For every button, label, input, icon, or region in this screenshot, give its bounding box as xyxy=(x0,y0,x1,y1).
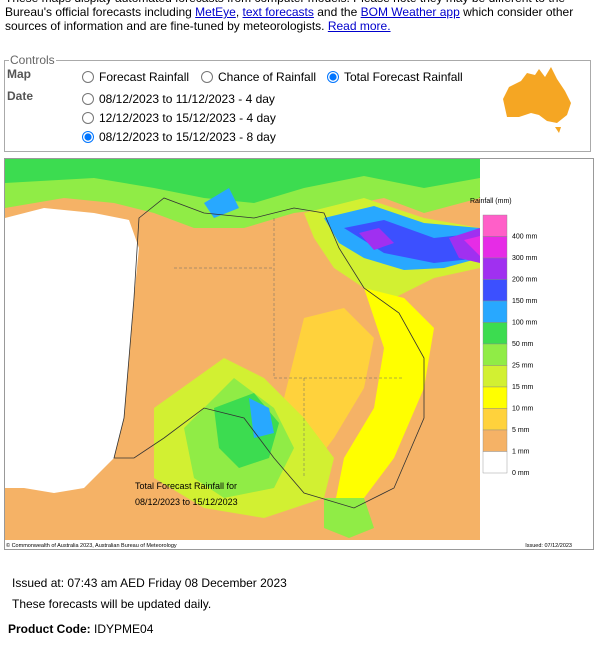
date-option[interactable]: 08/12/2023 to 11/12/2023 - 4 day xyxy=(82,92,275,106)
legend-label: 200 mm xyxy=(512,277,537,284)
rainfall-map: Rainfall (mm) Total Forecast Rainfall fo… xyxy=(4,158,594,550)
radio[interactable] xyxy=(201,71,213,83)
intro-link[interactable]: text forecasts xyxy=(242,5,314,19)
intro-link[interactable]: BOM Weather app xyxy=(360,5,460,19)
legend-swatch xyxy=(482,386,508,409)
legend-label: 10 mm xyxy=(512,406,534,413)
controls-legend: Controls xyxy=(9,53,56,67)
legend-label: 0 mm xyxy=(512,470,530,477)
map-image xyxy=(5,159,480,540)
legend-swatch xyxy=(482,429,508,452)
legend-label: 150 mm xyxy=(512,298,537,305)
issued-text: Issued at: 07:43 am AED Friday 08 Decemb… xyxy=(12,576,287,590)
australia-icon xyxy=(503,67,571,133)
legend-title: Rainfall (mm) xyxy=(470,198,512,205)
option-label: Total Forecast Rainfall xyxy=(344,70,463,84)
map-option[interactable]: Chance of Rainfall xyxy=(201,70,316,84)
radio[interactable] xyxy=(82,93,94,105)
legend-swatch xyxy=(482,451,508,474)
intro-link[interactable]: MetEye xyxy=(195,5,236,19)
date-option[interactable]: 08/12/2023 to 15/12/2023 - 8 day xyxy=(82,130,276,144)
legend-swatch xyxy=(482,236,508,259)
option-label: 12/12/2023 to 15/12/2023 - 4 day xyxy=(99,111,276,125)
option-label: Chance of Rainfall xyxy=(218,70,317,84)
legend-swatch xyxy=(482,214,508,237)
controls-panel: Controls Map Date Forecast Rainfall Chanc… xyxy=(4,53,591,152)
intro-text: These maps display automated forecasts f… xyxy=(5,0,595,33)
legend-label: 400 mm xyxy=(512,234,537,241)
legend-swatch xyxy=(482,300,508,323)
date-label: Date xyxy=(7,89,34,103)
intro-text-part: These maps display automated forecasts f… xyxy=(5,0,565,19)
legend-label: 5 mm xyxy=(512,427,530,434)
intro-text-part: and the xyxy=(313,5,361,19)
option-label: 08/12/2023 to 15/12/2023 - 8 day xyxy=(99,130,276,144)
legend-label: 300 mm xyxy=(512,255,537,262)
radio[interactable] xyxy=(327,71,339,83)
legend-label: 15 mm xyxy=(512,384,534,391)
option-label: Forecast Rainfall xyxy=(99,70,190,84)
legend-swatch xyxy=(482,322,508,345)
legend-label: 100 mm xyxy=(512,320,537,327)
legend-swatch xyxy=(482,279,508,302)
intro-text-part: , xyxy=(235,5,243,19)
map-label: Map xyxy=(7,67,31,81)
australia-shape xyxy=(503,67,571,133)
legend-swatch xyxy=(482,343,508,366)
product-code: Product Code: IDYPME04 xyxy=(8,622,153,636)
map-option[interactable]: Total Forecast Rainfall xyxy=(327,70,463,84)
map-caption-2: 08/12/2023 to 15/12/2023 xyxy=(135,497,238,507)
copyright: © Commonwealth of Australia 2023, Austra… xyxy=(6,542,177,549)
legend-label: 50 mm xyxy=(512,341,534,348)
legend-swatch xyxy=(482,408,508,431)
option-label: 08/12/2023 to 11/12/2023 - 4 day xyxy=(99,92,275,106)
map-option[interactable]: Forecast Rainfall xyxy=(82,70,189,84)
legend-swatch xyxy=(482,365,508,388)
map-caption-1: Total Forecast Rainfall for xyxy=(135,481,237,491)
intro-text-part: which consider other sources of informat… xyxy=(5,5,574,33)
legend-label: 1 mm xyxy=(512,449,530,456)
map-issued: Issued: 07/12/2023 xyxy=(525,543,572,549)
radio[interactable] xyxy=(82,131,94,143)
date-option[interactable]: 12/12/2023 to 15/12/2023 - 4 day xyxy=(82,111,276,125)
product-code-label: Product Code: xyxy=(8,622,91,636)
radio[interactable] xyxy=(82,71,94,83)
legend-label: 25 mm xyxy=(512,363,534,370)
update-note: These forecasts will be updated daily. xyxy=(12,597,212,611)
product-code-value: IDYPME04 xyxy=(94,622,154,636)
intro-link[interactable]: Read more. xyxy=(327,19,391,33)
radio[interactable] xyxy=(82,112,94,124)
legend-swatch xyxy=(482,257,508,280)
